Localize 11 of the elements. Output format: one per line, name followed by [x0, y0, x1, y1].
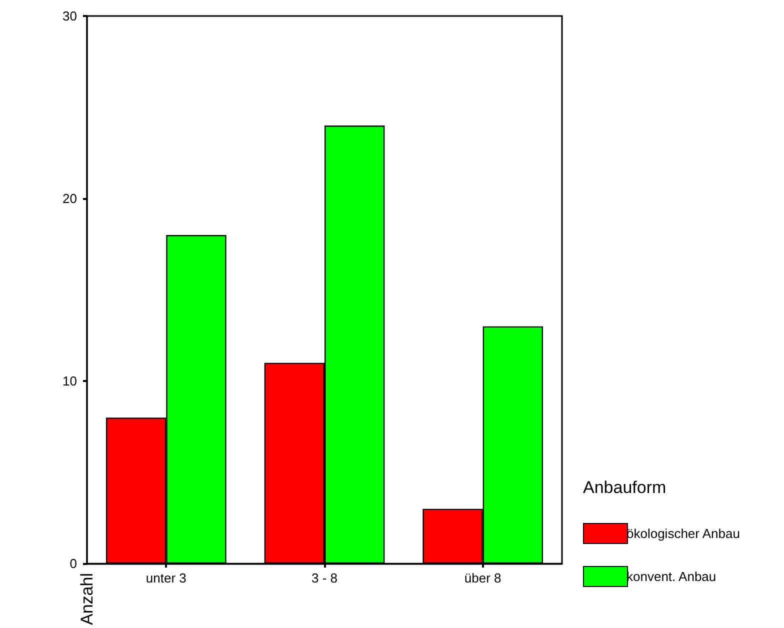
- x-tick-label: unter 3: [146, 570, 186, 586]
- x-tick-label: über 8: [464, 570, 502, 586]
- y-tick-label: 30: [62, 8, 77, 24]
- legend-label: konvent. Anbau: [626, 569, 716, 584]
- y-axis-title: Anzahl: [78, 573, 96, 625]
- y-tick-label: 20: [62, 191, 77, 206]
- y-tick-label: 10: [62, 374, 77, 389]
- x-tick-label: 3 - 8: [311, 570, 338, 586]
- legend-label: ökologischer Anbau: [626, 526, 740, 541]
- legend-title: Anbauform: [583, 478, 666, 497]
- y-tick-label: 0: [70, 556, 77, 572]
